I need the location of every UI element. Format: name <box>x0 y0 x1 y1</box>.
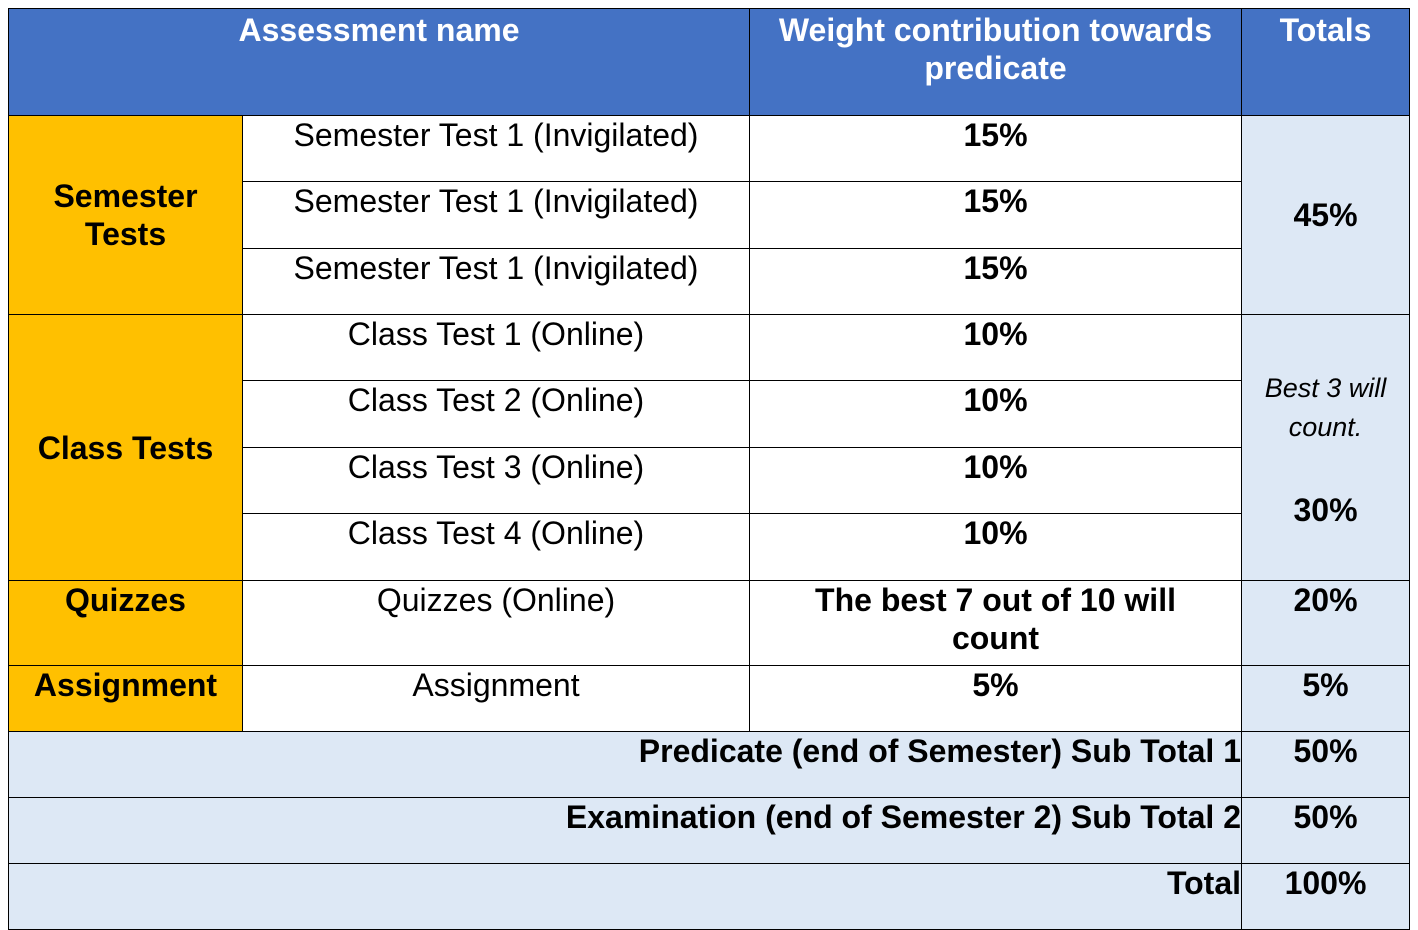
header-assessment-name: Assessment name <box>8 8 750 116</box>
subtotal-row: Examination (end of Semester 2) Sub Tota… <box>8 797 1410 864</box>
category-class-tests: Class Tests <box>8 314 243 581</box>
table-row: Assignment Assignment 5% 5% <box>8 665 1410 732</box>
class-tests-total-value: 30% <box>1293 491 1358 528</box>
assessment-weighting-table: Assessment name Weight contribution towa… <box>8 8 1410 930</box>
category-semester-tests: Semester Tests <box>8 115 243 315</box>
weight-cell: 10% <box>749 380 1242 448</box>
assessment-name-cell: Class Test 4 (Online) <box>242 513 750 581</box>
table-row: Semester Test 1 (Invigilated) 15% <box>9 181 1410 249</box>
assessment-name-cell: Class Test 3 (Online) <box>242 447 750 514</box>
weight-cell: The best 7 out of 10 will count <box>749 580 1242 666</box>
assessment-name-cell: Class Test 1 (Online) <box>242 314 750 381</box>
table-row: Class Test 2 (Online) 10% <box>9 380 1410 448</box>
table-row: Semester Tests Semester Test 1 (Invigila… <box>8 115 1410 315</box>
assessment-name-cell: Quizzes (Online) <box>242 580 750 666</box>
weight-cell: 10% <box>749 513 1242 581</box>
total-semester-tests: 45% <box>1241 115 1410 315</box>
subtotal-2-value: 50% <box>1241 797 1410 864</box>
grand-total-label: Total <box>8 863 1242 930</box>
weight-cell: 15% <box>749 181 1242 249</box>
assessment-name-cell: Semester Test 1 (Invigilated) <box>242 248 750 315</box>
assessment-name-cell: Class Test 2 (Online) <box>242 380 750 448</box>
assessment-name-cell: Semester Test 1 (Invigilated) <box>242 115 750 182</box>
table-row: Class Test 3 (Online) 10% <box>9 447 1410 514</box>
total-row: Total 100% <box>8 863 1410 930</box>
subtotal-1-label: Predicate (end of Semester) Sub Total 1 <box>8 731 1242 798</box>
subtotal-2-label: Examination (end of Semester 2) Sub Tota… <box>8 797 1242 864</box>
assessment-name-cell: Assignment <box>242 665 750 732</box>
table-row: Class Test 4 (Online) 10% <box>9 513 1410 581</box>
weight-cell: 10% <box>749 447 1242 514</box>
weight-cell: 15% <box>749 248 1242 315</box>
weight-cell: 5% <box>749 665 1242 732</box>
total-assignment: 5% <box>1241 665 1410 732</box>
total-class-tests: Best 3 will count. 30% <box>1241 314 1410 581</box>
header-weight-contribution: Weight contribution towards predicate <box>749 8 1242 116</box>
subtotal-1-value: 50% <box>1241 731 1410 798</box>
weight-cell: 15% <box>749 115 1242 182</box>
category-assignment: Assignment <box>8 665 243 732</box>
table-row: Semester Test 1 (Invigilated) 15% <box>9 248 1410 315</box>
table-row: Quizzes Quizzes (Online) The best 7 out … <box>8 580 1410 666</box>
category-quizzes: Quizzes <box>8 580 243 666</box>
subtotal-row: Predicate (end of Semester) Sub Total 1 … <box>8 731 1410 798</box>
header-row: Assessment name Weight contribution towa… <box>8 8 1410 116</box>
table-row: Class Tests Class Test 1 (Online) 10% Be… <box>8 314 1410 581</box>
total-quizzes: 20% <box>1241 580 1410 666</box>
assessment-name-cell: Semester Test 1 (Invigilated) <box>242 181 750 249</box>
best-three-note: Best 3 will count. <box>1264 372 1387 442</box>
header-totals: Totals <box>1241 8 1410 116</box>
weight-cell: 10% <box>749 314 1242 381</box>
grand-total-value: 100% <box>1241 863 1410 930</box>
